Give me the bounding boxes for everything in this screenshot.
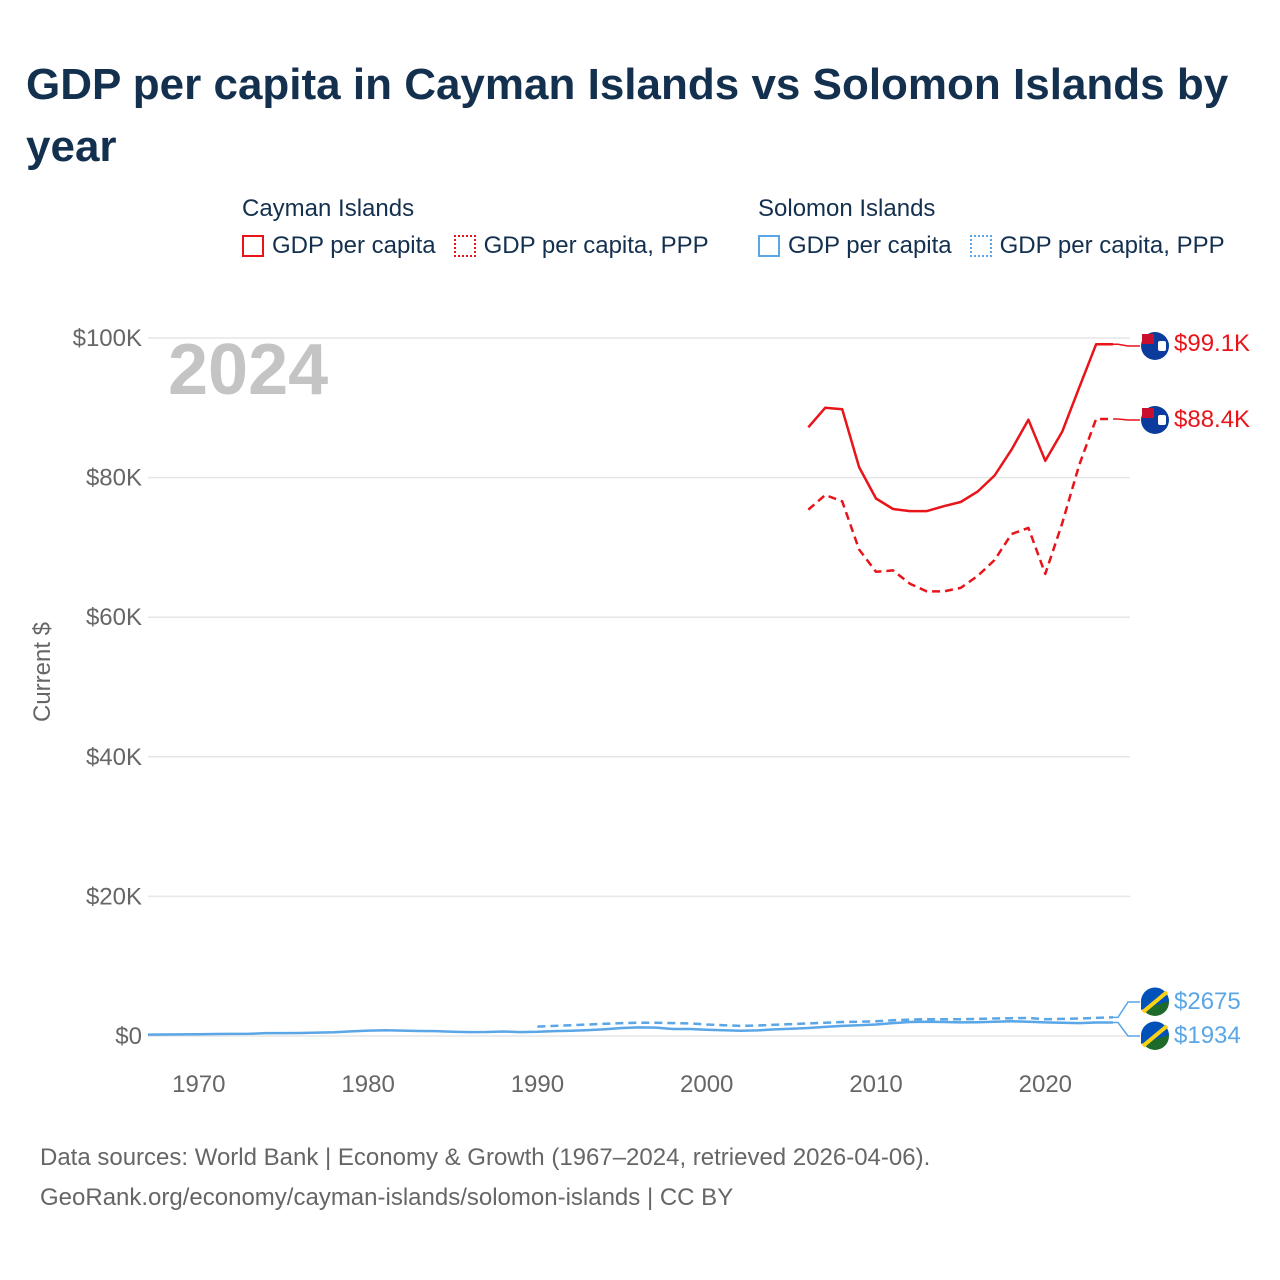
- cayman-flag-icon: [1141, 332, 1169, 360]
- end-label-connector: [1113, 343, 1140, 347]
- flag-canton: [1142, 408, 1154, 418]
- legend-group-solomon: Solomon Islands GDP per capita GDP per c…: [758, 192, 1243, 260]
- flag-diagonal-band: [1141, 990, 1169, 1014]
- flag-blue-triangle: [1140, 987, 1169, 1010]
- end-value-label: $1934: [1174, 1022, 1241, 1049]
- series-line-solomon-islands-gdp-per-capita: [147, 1020, 1114, 1036]
- legend-item-label: GDP per capita: [272, 232, 436, 259]
- end-value-label: $2675: [1174, 988, 1241, 1015]
- cayman-flag-icon: [1141, 406, 1169, 434]
- source-url: GeoRank.org/economy/cayman-islands/solom…: [40, 1184, 734, 1211]
- y-tick-label: $60K: [86, 604, 142, 631]
- legend-item-label: GDP per capita, PPP: [999, 232, 1225, 259]
- y-tick-label: $80K: [86, 465, 142, 492]
- legend-item-label: GDP per capita: [788, 232, 952, 259]
- x-tick-label: 1980: [341, 1071, 394, 1098]
- end-value-label: $99.1K: [1174, 330, 1250, 357]
- end-value-label: $88.4K: [1174, 406, 1250, 433]
- footer: Data sources: World Bank | Economy & Gro…: [40, 1138, 930, 1218]
- x-tick-label: 2020: [1019, 1071, 1072, 1098]
- chart-title: GDP per capita in Cayman Islands vs Solo…: [26, 60, 1229, 171]
- y-tick-label: $100K: [73, 325, 142, 352]
- legend-swatch-solid: [242, 235, 264, 257]
- end-label-connector: [1113, 1001, 1140, 1019]
- source-note: Data sources: World Bank | Economy & Gro…: [40, 1144, 931, 1171]
- legend-swatch-dotted: [969, 235, 992, 257]
- legend-swatch-dotted: [453, 235, 476, 257]
- legend-item-solomon-ppp[interactable]: GDP per capita, PPP: [969, 232, 1225, 260]
- flag-canton: [1142, 334, 1154, 344]
- series-line-cayman-islands-gdp-per-capita: [807, 343, 1114, 513]
- y-tick-label: $20K: [86, 883, 142, 910]
- flag-shield: [1158, 415, 1166, 425]
- legend-group-name: Cayman Islands: [242, 195, 415, 222]
- end-label-connector: [1113, 418, 1140, 421]
- series-line-solomon-islands-gdp-per-capita-ppp: [537, 1016, 1114, 1028]
- legend-item-cayman-gdp[interactable]: GDP per capita: [242, 232, 436, 260]
- y-axis-label: Current $: [29, 622, 56, 722]
- flag-diagonal-band: [1141, 1024, 1169, 1048]
- flag-shield: [1158, 341, 1166, 351]
- legend-item-solomon-gdp[interactable]: GDP per capita: [758, 232, 952, 260]
- x-tick-label: 1990: [511, 1071, 564, 1098]
- legend-group-cayman: Cayman Islands GDP per capita GDP per ca…: [242, 192, 727, 260]
- year-watermark: 2024: [168, 330, 328, 410]
- legend-swatch-solid: [758, 235, 780, 257]
- legend-item-cayman-ppp[interactable]: GDP per capita, PPP: [453, 232, 709, 260]
- end-label-connector: [1113, 1021, 1140, 1037]
- y-tick-label: $0: [115, 1023, 142, 1050]
- y-tick-label: $40K: [86, 744, 142, 771]
- solomon-flag-icon: [1140, 1021, 1169, 1050]
- series-line-cayman-islands-gdp-per-capita-ppp: [807, 417, 1114, 593]
- solomon-flag-icon: [1140, 987, 1169, 1016]
- flag-blue-triangle: [1140, 1021, 1169, 1044]
- legend-group-name: Solomon Islands: [758, 195, 936, 222]
- x-tick-label: 2000: [680, 1071, 733, 1098]
- x-tick-label: 1970: [172, 1071, 225, 1098]
- x-tick-label: 2010: [849, 1071, 902, 1098]
- legend-item-label: GDP per capita, PPP: [483, 232, 709, 259]
